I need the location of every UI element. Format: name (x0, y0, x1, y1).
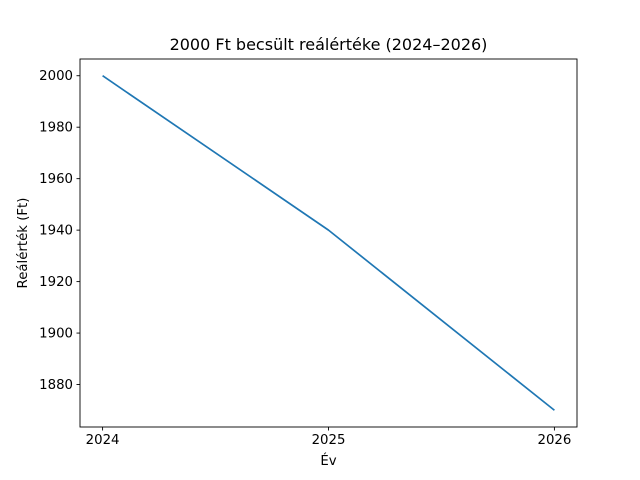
x-tick-label: 2024 (86, 433, 120, 448)
y-tick-label: 1980 (39, 121, 73, 136)
y-tick-label: 1940 (39, 224, 73, 239)
y-tick-label: 1920 (39, 275, 73, 290)
y-tick-label: 2000 (39, 69, 73, 84)
chart-title: 2000 Ft becsült reálértéke (2024–2026) (170, 35, 488, 54)
x-axis-label: Év (320, 452, 336, 469)
y-tick-label: 1880 (39, 378, 73, 393)
axes-frame (79, 58, 578, 428)
y-tick-label: 1900 (39, 326, 73, 341)
x-tick-label: 2026 (537, 433, 571, 448)
y-axis-ticks: 1880 1900 1920 1940 1960 1980 2000 (39, 69, 80, 393)
data-line (102, 75, 555, 411)
y-axis-label: Reálérték (Ft) (15, 198, 31, 289)
y-tick-label: 1960 (39, 172, 73, 187)
x-axis-ticks: 2024 2025 2026 (86, 427, 571, 448)
x-tick-label: 2025 (312, 433, 346, 448)
